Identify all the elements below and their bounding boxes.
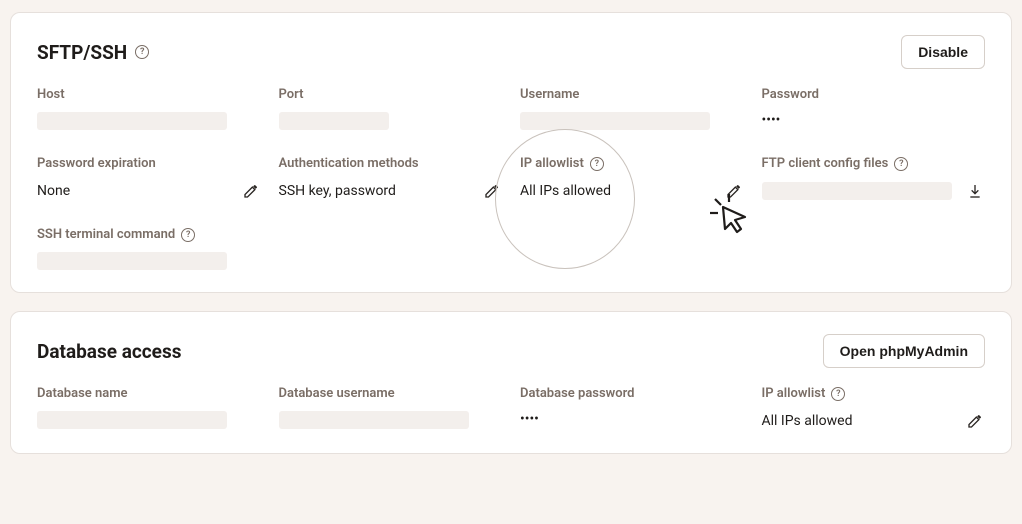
db-ip-allowlist-value: All IPs allowed	[762, 413, 853, 429]
edit-db-ip-allowlist-button[interactable]	[965, 411, 985, 431]
edit-ip-allowlist-button[interactable]	[724, 181, 744, 201]
field-password: Password ••••	[762, 87, 986, 130]
ftp-config-label: FTP client config files	[762, 156, 889, 171]
field-pw-expiration: Password expiration None	[37, 156, 261, 201]
field-db-user: Database username	[279, 386, 503, 431]
db-user-value-redacted	[279, 411, 469, 429]
db-name-value-redacted	[37, 411, 227, 429]
field-host: Host	[37, 87, 261, 130]
auth-methods-label: Authentication methods	[279, 156, 503, 171]
field-ssh-cmd: SSH terminal command ?	[37, 227, 261, 270]
sftp-card-header: SFTP/SSH ? Disable	[37, 35, 985, 69]
help-icon[interactable]: ?	[831, 387, 845, 401]
db-card: Database access Open phpMyAdmin Database…	[10, 311, 1012, 454]
db-ip-allowlist-label-row: IP allowlist ?	[762, 386, 986, 401]
help-icon[interactable]: ?	[135, 45, 149, 59]
db-password-value: ••••	[520, 411, 744, 427]
ip-allowlist-label: IP allowlist	[520, 156, 584, 171]
ip-allowlist-label-row: IP allowlist ?	[520, 156, 744, 171]
sftp-title: SFTP/SSH	[37, 41, 127, 64]
host-label: Host	[37, 87, 261, 102]
ftp-config-value-redacted	[762, 182, 952, 200]
username-label: Username	[520, 87, 744, 102]
help-icon[interactable]: ?	[590, 157, 604, 171]
download-ftp-config-button[interactable]	[965, 181, 985, 201]
port-value-redacted	[279, 112, 389, 130]
field-auth-methods: Authentication methods SSH key, password	[279, 156, 503, 201]
pw-expiration-label: Password expiration	[37, 156, 261, 171]
field-db-password: Database password ••••	[520, 386, 744, 431]
db-title: Database access	[37, 340, 181, 363]
password-label: Password	[762, 87, 986, 102]
auth-methods-value: SSH key, password	[279, 183, 396, 199]
field-ftp-config: FTP client config files ?	[762, 156, 986, 201]
db-card-header: Database access Open phpMyAdmin	[37, 334, 985, 368]
disable-button[interactable]: Disable	[901, 35, 985, 69]
edit-pw-expiration-button[interactable]	[241, 181, 261, 201]
help-icon[interactable]: ?	[894, 157, 908, 171]
help-icon[interactable]: ?	[181, 228, 195, 242]
field-username: Username	[520, 87, 744, 130]
ftp-config-label-row: FTP client config files ?	[762, 156, 986, 171]
ssh-cmd-value-redacted	[37, 252, 227, 270]
db-ip-allowlist-label: IP allowlist	[762, 386, 826, 401]
db-user-label: Database username	[279, 386, 503, 401]
port-label: Port	[279, 87, 503, 102]
password-value: ••••	[762, 112, 986, 128]
pw-expiration-value: None	[37, 183, 70, 199]
ssh-cmd-label: SSH terminal command	[37, 227, 175, 242]
field-db-ip-allowlist: IP allowlist ? All IPs allowed	[762, 386, 986, 431]
db-password-label: Database password	[520, 386, 744, 401]
ssh-cmd-label-row: SSH terminal command ?	[37, 227, 261, 242]
field-db-name: Database name	[37, 386, 261, 431]
sftp-title-row: SFTP/SSH ?	[37, 41, 149, 64]
db-name-label: Database name	[37, 386, 261, 401]
host-value-redacted	[37, 112, 227, 130]
ip-allowlist-value: All IPs allowed	[520, 183, 611, 199]
open-phpmyadmin-button[interactable]: Open phpMyAdmin	[823, 334, 985, 368]
field-ip-allowlist: IP allowlist ? All IPs allowed	[520, 156, 744, 201]
field-port: Port	[279, 87, 503, 130]
edit-auth-methods-button[interactable]	[482, 181, 502, 201]
username-value-redacted	[520, 112, 710, 130]
sftp-card: SFTP/SSH ? Disable Host Port Username Pa…	[10, 12, 1012, 293]
